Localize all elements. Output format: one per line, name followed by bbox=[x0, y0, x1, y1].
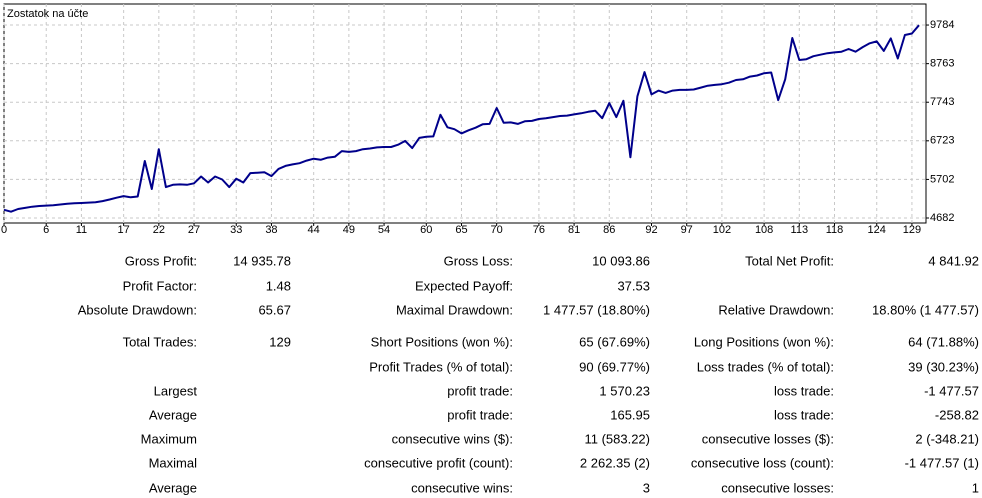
stat-value: 3 bbox=[642, 480, 650, 496]
x-tick-label: 22 bbox=[153, 224, 165, 236]
chart: Zostatok na účte 46825702672377438763978… bbox=[1, 3, 954, 236]
stat-label: loss trade: bbox=[774, 407, 834, 423]
stat-value: 2 262.35 (2) bbox=[579, 455, 650, 471]
stat-value: 129 bbox=[269, 334, 291, 350]
x-tick-label: 92 bbox=[645, 224, 657, 236]
x-tick-label: 76 bbox=[533, 224, 545, 236]
x-tick-label: 33 bbox=[230, 224, 242, 236]
stat-value: 14 935.78 bbox=[233, 253, 291, 269]
x-tick-label: 86 bbox=[603, 224, 615, 236]
x-tick-label: 6 bbox=[43, 224, 49, 236]
stat-label: Profit Factor: bbox=[122, 278, 197, 294]
x-tick-label: 54 bbox=[378, 224, 390, 236]
y-tick-label: 7743 bbox=[930, 96, 954, 108]
stat-value: 10 093.86 bbox=[592, 253, 650, 269]
stat-label: consecutive loss (count): bbox=[690, 455, 834, 471]
stat-value: 18.80% (1 477.57) bbox=[872, 302, 979, 318]
x-tick-label: 129 bbox=[903, 224, 921, 236]
stat-value: 37.53 bbox=[617, 278, 650, 294]
chart-title: Zostatok na účte bbox=[7, 8, 88, 20]
x-tick-label: 44 bbox=[308, 224, 320, 236]
stat-value: 39 (30.23%) bbox=[908, 359, 979, 375]
stat-label: Total Net Profit: bbox=[745, 253, 834, 269]
stat-label: consecutive wins ($): bbox=[391, 431, 513, 447]
x-tick-label: 49 bbox=[343, 224, 355, 236]
stat-label: loss trade: bbox=[774, 383, 834, 399]
stat-label: Short Positions (won %): bbox=[370, 334, 513, 350]
x-tick-label: 113 bbox=[791, 224, 809, 236]
x-tick-label: 65 bbox=[455, 224, 467, 236]
stat-label: Average bbox=[148, 407, 197, 423]
x-tick-label: 60 bbox=[420, 224, 432, 236]
stat-value: 165.95 bbox=[610, 407, 650, 423]
stat-value: 65.67 bbox=[258, 302, 291, 318]
y-tick-label: 6723 bbox=[930, 135, 954, 147]
stat-label: Maximal bbox=[148, 455, 197, 471]
stat-value: -1 477.57 bbox=[924, 383, 979, 399]
plot-frame bbox=[3, 3, 927, 224]
y-tick-label: 8763 bbox=[930, 58, 954, 70]
stat-label: Gross Profit: bbox=[124, 253, 197, 269]
x-tick-label: 97 bbox=[681, 224, 693, 236]
y-tick-label: 9784 bbox=[930, 19, 954, 31]
x-tick-label: 17 bbox=[118, 224, 130, 236]
stat-value: 64 (71.88%) bbox=[908, 334, 979, 350]
stat-label: Loss trades (% of total): bbox=[696, 359, 834, 375]
stat-value: 1 570.23 bbox=[599, 383, 650, 399]
stat-label: consecutive profit (count): bbox=[364, 455, 513, 471]
stat-label: consecutive losses: bbox=[721, 480, 834, 496]
stat-value: 4 841.92 bbox=[928, 253, 979, 269]
stat-label: Expected Payoff: bbox=[414, 278, 513, 294]
x-tick-label: 108 bbox=[755, 224, 773, 236]
x-tick-label: 0 bbox=[1, 224, 7, 236]
report-table: Gross Profit: 14 935.78 Gross Loss: 10 093.… bbox=[0, 250, 982, 498]
stat-value: 2 (-348.21) bbox=[915, 431, 979, 447]
y-tick-label: 4682 bbox=[930, 212, 954, 224]
stat-value: -258.82 bbox=[934, 407, 979, 423]
stat-value: 90 (69.77%) bbox=[579, 359, 650, 375]
stat-label: Absolute Drawdown: bbox=[77, 302, 197, 318]
x-tick-label: 70 bbox=[491, 224, 503, 236]
stat-label: consecutive losses ($): bbox=[701, 431, 834, 447]
stat-label: Average bbox=[148, 480, 197, 496]
stat-value: 1 bbox=[971, 480, 979, 496]
stat-label: Gross Loss: bbox=[443, 253, 513, 269]
stat-label: Largest bbox=[153, 383, 197, 399]
stat-label: profit trade: bbox=[447, 407, 513, 423]
stat-label: Maximal Drawdown: bbox=[395, 302, 513, 318]
stat-label: Profit Trades (% of total): bbox=[369, 359, 513, 375]
x-tick-label: 102 bbox=[713, 224, 731, 236]
stat-label: Total Trades: bbox=[122, 334, 197, 350]
balance-line bbox=[3, 24, 920, 213]
stat-label: Maximum bbox=[140, 431, 197, 447]
x-tick-label: 27 bbox=[188, 224, 200, 236]
y-tick-label: 5702 bbox=[930, 173, 954, 185]
stat-value: -1 477.57 (1) bbox=[904, 455, 979, 471]
stat-value: 1 477.57 (18.80%) bbox=[543, 302, 650, 318]
stat-value: 65 (67.69%) bbox=[579, 334, 650, 350]
stat-label: consecutive wins: bbox=[411, 480, 513, 496]
stat-value: 11 (583.22) bbox=[584, 431, 650, 447]
stat-label: Relative Drawdown: bbox=[718, 302, 834, 318]
stat-value: 1.48 bbox=[265, 278, 291, 294]
stat-label: Long Positions (won %): bbox=[693, 334, 834, 350]
x-tick-label: 118 bbox=[826, 224, 844, 236]
x-tick-label: 81 bbox=[568, 224, 580, 236]
stat-label: profit trade: bbox=[447, 383, 513, 399]
x-tick-label: 11 bbox=[76, 224, 87, 236]
x-tick-label: 124 bbox=[868, 224, 886, 236]
x-tick-label: 38 bbox=[265, 224, 277, 236]
